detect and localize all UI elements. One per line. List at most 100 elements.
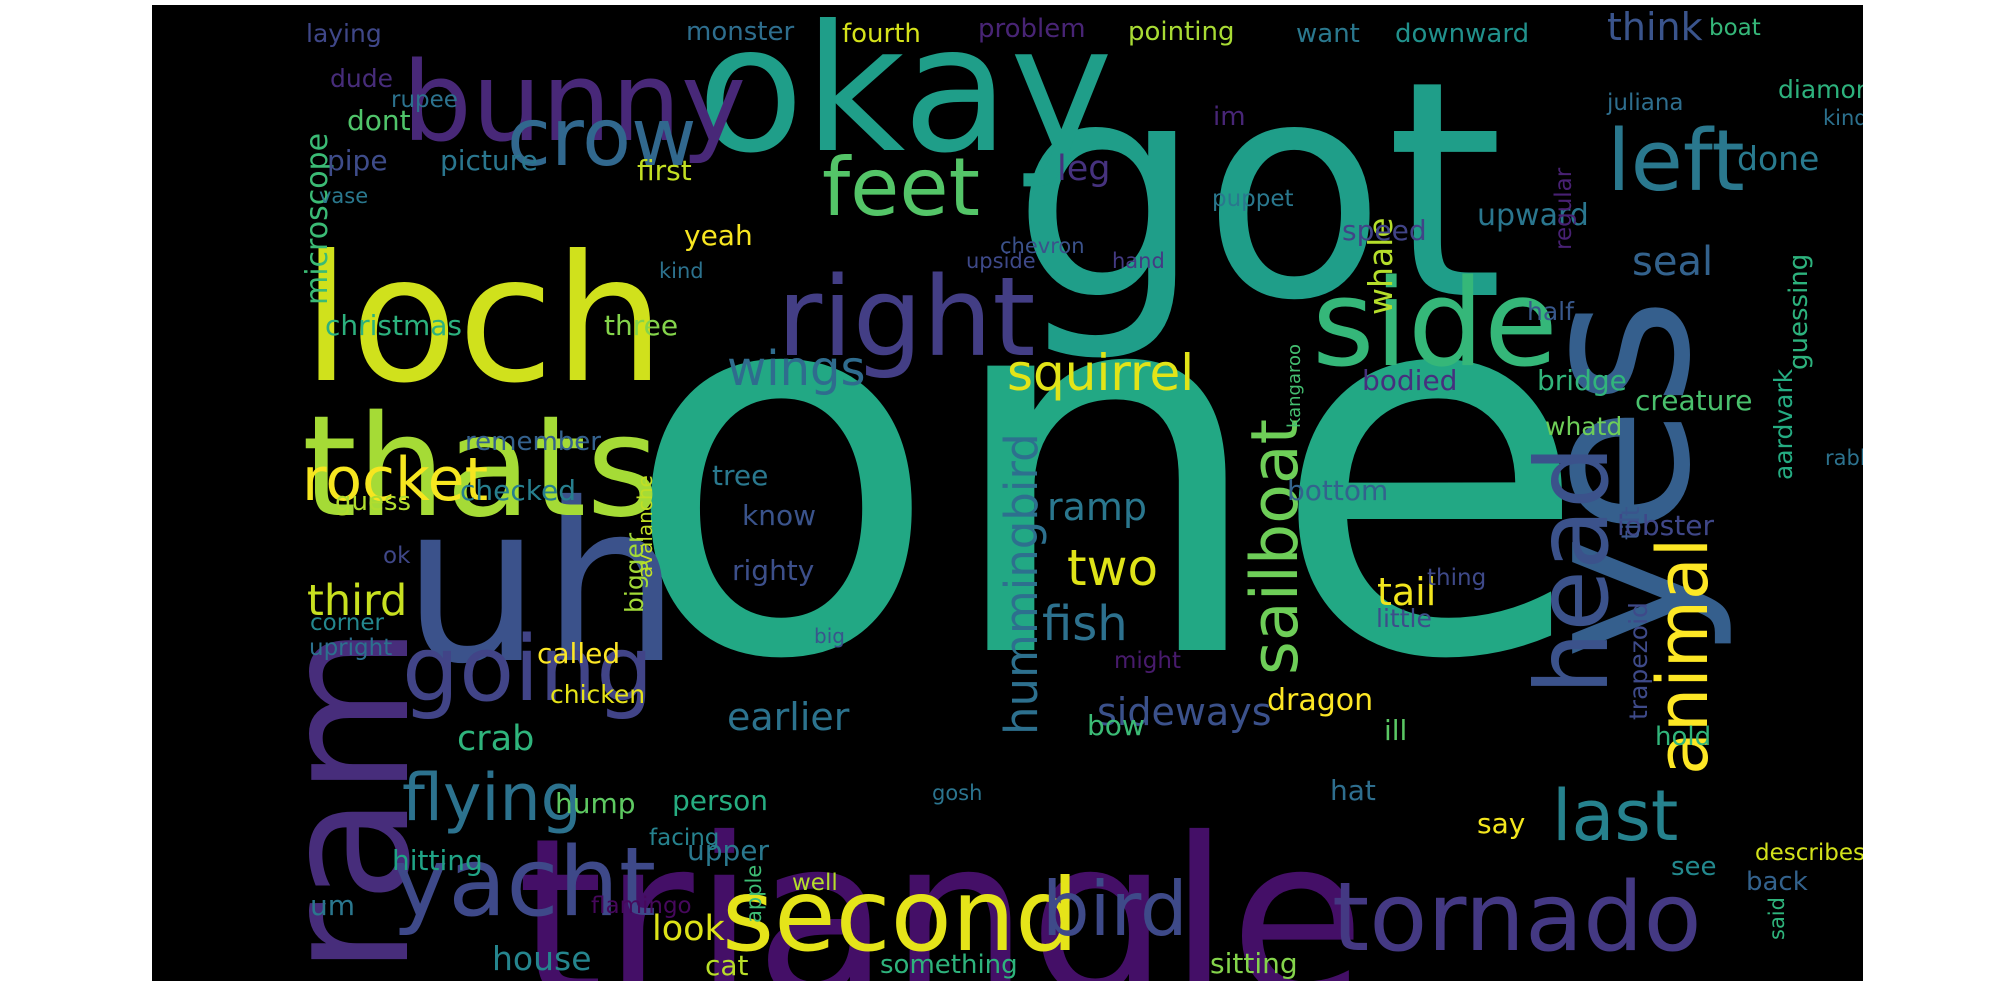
word-animal: animal — [1642, 538, 1724, 775]
word-one: one — [622, 167, 1590, 773]
word-something: something — [880, 950, 1018, 980]
word-fourth: fourth — [842, 19, 921, 49]
word-tree: tree — [712, 459, 768, 492]
word-bunny: bunny — [402, 38, 746, 166]
word-hat: hat — [1330, 774, 1376, 807]
word-look: look — [652, 909, 726, 949]
word-thats: thats — [302, 386, 659, 549]
word-tail: tail — [1377, 570, 1436, 614]
word-dragon: dragon — [1267, 683, 1373, 718]
word-third: third — [307, 576, 407, 626]
word-diamond: diamond — [1778, 75, 1863, 104]
word-think: think — [1607, 5, 1703, 49]
word-uh: uh — [402, 456, 681, 712]
word-upside: upside — [966, 249, 1036, 273]
word-bridge: bridge — [1537, 364, 1627, 397]
word-apple: apple — [742, 865, 766, 923]
word-bow: bow — [1087, 709, 1145, 742]
word-hump: hump — [555, 787, 636, 820]
word-chevron: chevron — [1000, 234, 1085, 258]
word-boat: boat — [1709, 15, 1761, 41]
word-head: head — [1514, 445, 1631, 695]
word-left: left — [1607, 112, 1745, 211]
word-bigger: bigger — [620, 532, 649, 613]
word-okay: okay — [697, 5, 1113, 192]
word-kind: kind — [659, 259, 704, 283]
word-laying: laying — [306, 19, 382, 48]
word-guessing: guessing — [1784, 254, 1814, 370]
word-whatd: whatd — [1545, 412, 1622, 441]
word-speed: speed — [1342, 214, 1427, 247]
word-feet: feet — [822, 141, 980, 234]
word-want: want — [1296, 19, 1360, 49]
word-picture: picture — [440, 144, 538, 177]
word-going: going — [402, 617, 653, 722]
word-corner: corner — [310, 610, 384, 636]
word-kinda: kinda — [1823, 106, 1863, 130]
word-checked: checked — [460, 474, 576, 507]
word-cloud: one got triangle yes okay loch uh thats ram bunny… — [152, 5, 1863, 981]
word-kangaroo: kangaroo — [1284, 344, 1305, 428]
word-um: um — [310, 889, 355, 922]
word-ill: ill — [1384, 714, 1407, 747]
word-half: half — [1527, 297, 1575, 326]
word-regular: regular — [1551, 167, 1577, 250]
word-dude: dude — [330, 64, 393, 93]
word-yes: yes — [1492, 297, 1737, 660]
word-loch: loch — [302, 219, 665, 422]
word-earlier: earlier — [727, 695, 850, 739]
word-house: house — [492, 939, 592, 978]
word-tilt: tilt — [1616, 506, 1645, 540]
word-bird: bird — [1042, 865, 1188, 953]
word-downward: downward — [1395, 19, 1529, 49]
word-upright: upright — [309, 635, 392, 661]
word-wings: wings — [727, 341, 866, 397]
word-three: three — [604, 309, 678, 342]
word-might: might — [1114, 648, 1181, 674]
word-person: person — [672, 784, 768, 817]
word-thing: thing — [1427, 565, 1486, 591]
word-say: say — [1477, 807, 1525, 840]
word-creature: creature — [1635, 384, 1753, 417]
word-flying: flying — [402, 761, 582, 836]
word-said: said — [1765, 897, 1789, 940]
word-right: right — [777, 253, 1035, 381]
word-second: second — [722, 857, 1079, 974]
word-got: got — [1012, 17, 1504, 366]
word-crab: crab — [457, 719, 534, 759]
word-vase: vase — [319, 184, 368, 208]
word-leg: leg — [1057, 149, 1110, 189]
word-microscope: microscope — [300, 133, 335, 305]
word-see: see — [1671, 852, 1717, 882]
word-chicken: chicken — [550, 680, 645, 709]
word-flamingo: flamingo — [591, 893, 692, 919]
word-pipe: pipe — [327, 144, 388, 177]
word-ramp: ramp — [1047, 485, 1147, 529]
word-problem: problem — [978, 14, 1086, 44]
word-first: first — [637, 154, 692, 187]
word-whale: whale — [1361, 217, 1400, 315]
word-two: two — [1067, 539, 1158, 597]
word-trapezoid: trapezoid — [1624, 602, 1653, 720]
word-sitting: sitting — [1210, 947, 1298, 980]
word-sailboat: sailboat — [1238, 419, 1313, 675]
word-triangle: triangle — [517, 791, 1365, 981]
word-hold: hold — [1655, 722, 1711, 752]
word-cat: cat — [705, 949, 749, 981]
word-know: know — [742, 499, 816, 532]
word-rocket: rocket — [302, 445, 488, 515]
word-squirrel: squirrel — [1007, 344, 1194, 402]
word-bottom: bottom — [1287, 474, 1388, 507]
word-little: little — [1376, 604, 1432, 633]
word-ok: ok — [383, 543, 411, 569]
word-righty: righty — [732, 554, 814, 587]
word-guess: guess — [335, 487, 411, 517]
word-ram: ram — [246, 625, 449, 975]
word-lobster: lobster — [1617, 509, 1714, 542]
word-side: side — [1312, 255, 1558, 394]
word-crow: crow — [507, 91, 697, 184]
word-well: well — [792, 870, 838, 896]
word-upward: upward — [1477, 198, 1589, 233]
word-fish: fish — [1042, 596, 1128, 652]
